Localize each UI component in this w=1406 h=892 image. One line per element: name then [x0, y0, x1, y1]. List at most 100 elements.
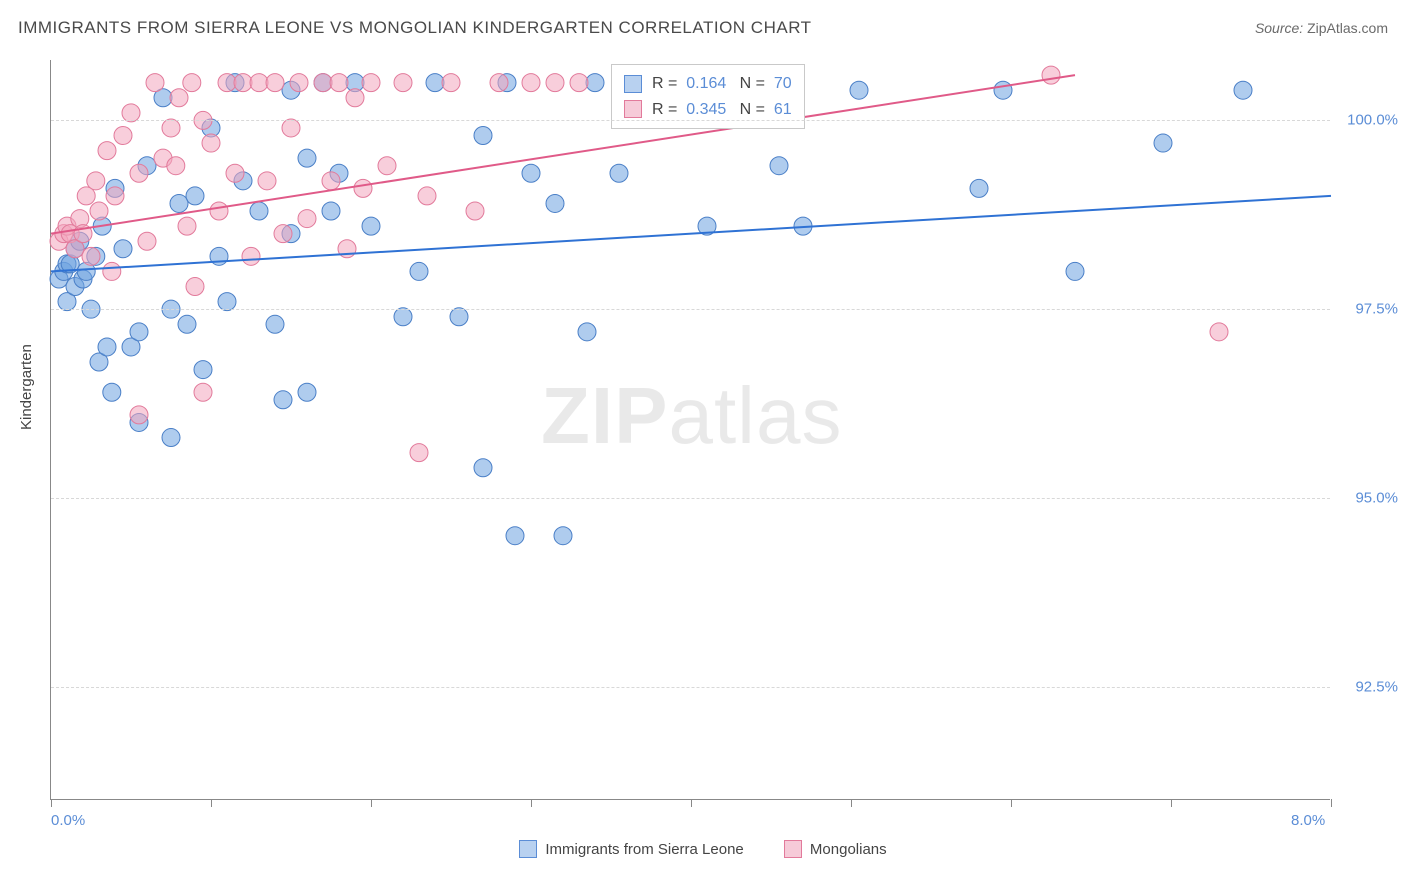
y-tick-label: 95.0% — [1355, 489, 1398, 506]
point-sierra-leone — [474, 127, 492, 145]
trend-line-mongolian — [51, 75, 1075, 234]
n-label: N = — [740, 71, 765, 97]
point-sierra-leone — [474, 459, 492, 477]
point-mongolian — [130, 164, 148, 182]
point-mongolian — [298, 210, 316, 228]
point-mongolian — [82, 247, 100, 265]
y-tick-label: 92.5% — [1355, 678, 1398, 695]
point-sierra-leone — [274, 391, 292, 409]
point-sierra-leone — [850, 81, 868, 99]
point-sierra-leone — [98, 338, 116, 356]
point-sierra-leone — [250, 202, 268, 220]
x-tick — [1331, 799, 1332, 807]
r-label: R = — [652, 97, 677, 123]
legend-item-1: Immigrants from Sierra Leone — [519, 840, 743, 858]
stats-row-2: R = 0.345 N = 61 — [624, 97, 792, 123]
point-sierra-leone — [610, 164, 628, 182]
legend-swatch-1 — [519, 840, 537, 858]
n-label: N = — [740, 97, 765, 123]
grid-line — [51, 687, 1330, 688]
point-sierra-leone — [546, 194, 564, 212]
stats-row-1: R = 0.164 N = 70 — [624, 71, 792, 97]
point-sierra-leone — [130, 323, 148, 341]
point-mongolian — [1210, 323, 1228, 341]
point-mongolian — [322, 172, 340, 190]
y-tick-label: 97.5% — [1355, 301, 1398, 318]
x-tick — [51, 799, 52, 807]
point-mongolian — [194, 383, 212, 401]
point-mongolian — [354, 179, 372, 197]
point-sierra-leone — [266, 315, 284, 333]
point-sierra-leone — [394, 308, 412, 326]
point-mongolian — [103, 262, 121, 280]
point-mongolian — [226, 164, 244, 182]
point-mongolian — [258, 172, 276, 190]
point-sierra-leone — [322, 202, 340, 220]
point-sierra-leone — [362, 217, 380, 235]
point-mongolian — [202, 134, 220, 152]
series2-n: 61 — [774, 97, 792, 123]
point-sierra-leone — [506, 527, 524, 545]
point-sierra-leone — [450, 308, 468, 326]
x-tick-label: 8.0% — [1291, 812, 1325, 829]
point-mongolian — [138, 232, 156, 250]
point-sierra-leone — [1154, 134, 1172, 152]
point-mongolian — [274, 225, 292, 243]
point-mongolian — [266, 74, 284, 92]
point-mongolian — [490, 74, 508, 92]
point-sierra-leone — [586, 74, 604, 92]
point-sierra-leone — [1234, 81, 1252, 99]
point-sierra-leone — [970, 179, 988, 197]
x-tick — [211, 799, 212, 807]
point-mongolian — [346, 89, 364, 107]
point-mongolian — [170, 89, 188, 107]
point-mongolian — [114, 127, 132, 145]
point-mongolian — [362, 74, 380, 92]
x-tick — [1011, 799, 1012, 807]
point-mongolian — [418, 187, 436, 205]
x-tick — [371, 799, 372, 807]
point-mongolian — [1042, 66, 1060, 84]
source-label: Source: — [1255, 20, 1303, 36]
x-tick — [1171, 799, 1172, 807]
point-sierra-leone — [298, 149, 316, 167]
point-mongolian — [183, 74, 201, 92]
series1-n: 70 — [774, 71, 792, 97]
point-mongolian — [130, 406, 148, 424]
point-mongolian — [442, 74, 460, 92]
legend-label-1: Immigrants from Sierra Leone — [545, 841, 743, 858]
point-mongolian — [242, 247, 260, 265]
point-sierra-leone — [994, 81, 1012, 99]
point-mongolian — [98, 142, 116, 160]
point-sierra-leone — [114, 240, 132, 258]
point-mongolian — [282, 119, 300, 137]
point-mongolian — [250, 74, 268, 92]
grid-line — [51, 120, 1330, 121]
source: Source: ZipAtlas.com — [1255, 20, 1388, 36]
point-sierra-leone — [298, 383, 316, 401]
point-mongolian — [162, 119, 180, 137]
series1-r: 0.164 — [686, 71, 726, 97]
point-sierra-leone — [426, 74, 444, 92]
point-mongolian — [546, 74, 564, 92]
point-mongolian — [186, 278, 204, 296]
scatter-svg — [51, 60, 1330, 799]
point-mongolian — [90, 202, 108, 220]
x-tick — [851, 799, 852, 807]
point-mongolian — [178, 217, 196, 235]
point-mongolian — [87, 172, 105, 190]
point-sierra-leone — [770, 157, 788, 175]
series2-swatch — [624, 100, 642, 118]
grid-line — [51, 498, 1330, 499]
point-mongolian — [466, 202, 484, 220]
point-sierra-leone — [578, 323, 596, 341]
point-mongolian — [314, 74, 332, 92]
point-sierra-leone — [218, 293, 236, 311]
point-mongolian — [570, 74, 588, 92]
grid-line — [51, 309, 1330, 310]
x-tick — [531, 799, 532, 807]
plot-area: ZIPatlas R = 0.164 N = 70 R = 0.345 N = … — [50, 60, 1330, 800]
legend-item-2: Mongolians — [784, 840, 887, 858]
x-tick — [691, 799, 692, 807]
point-mongolian — [290, 74, 308, 92]
